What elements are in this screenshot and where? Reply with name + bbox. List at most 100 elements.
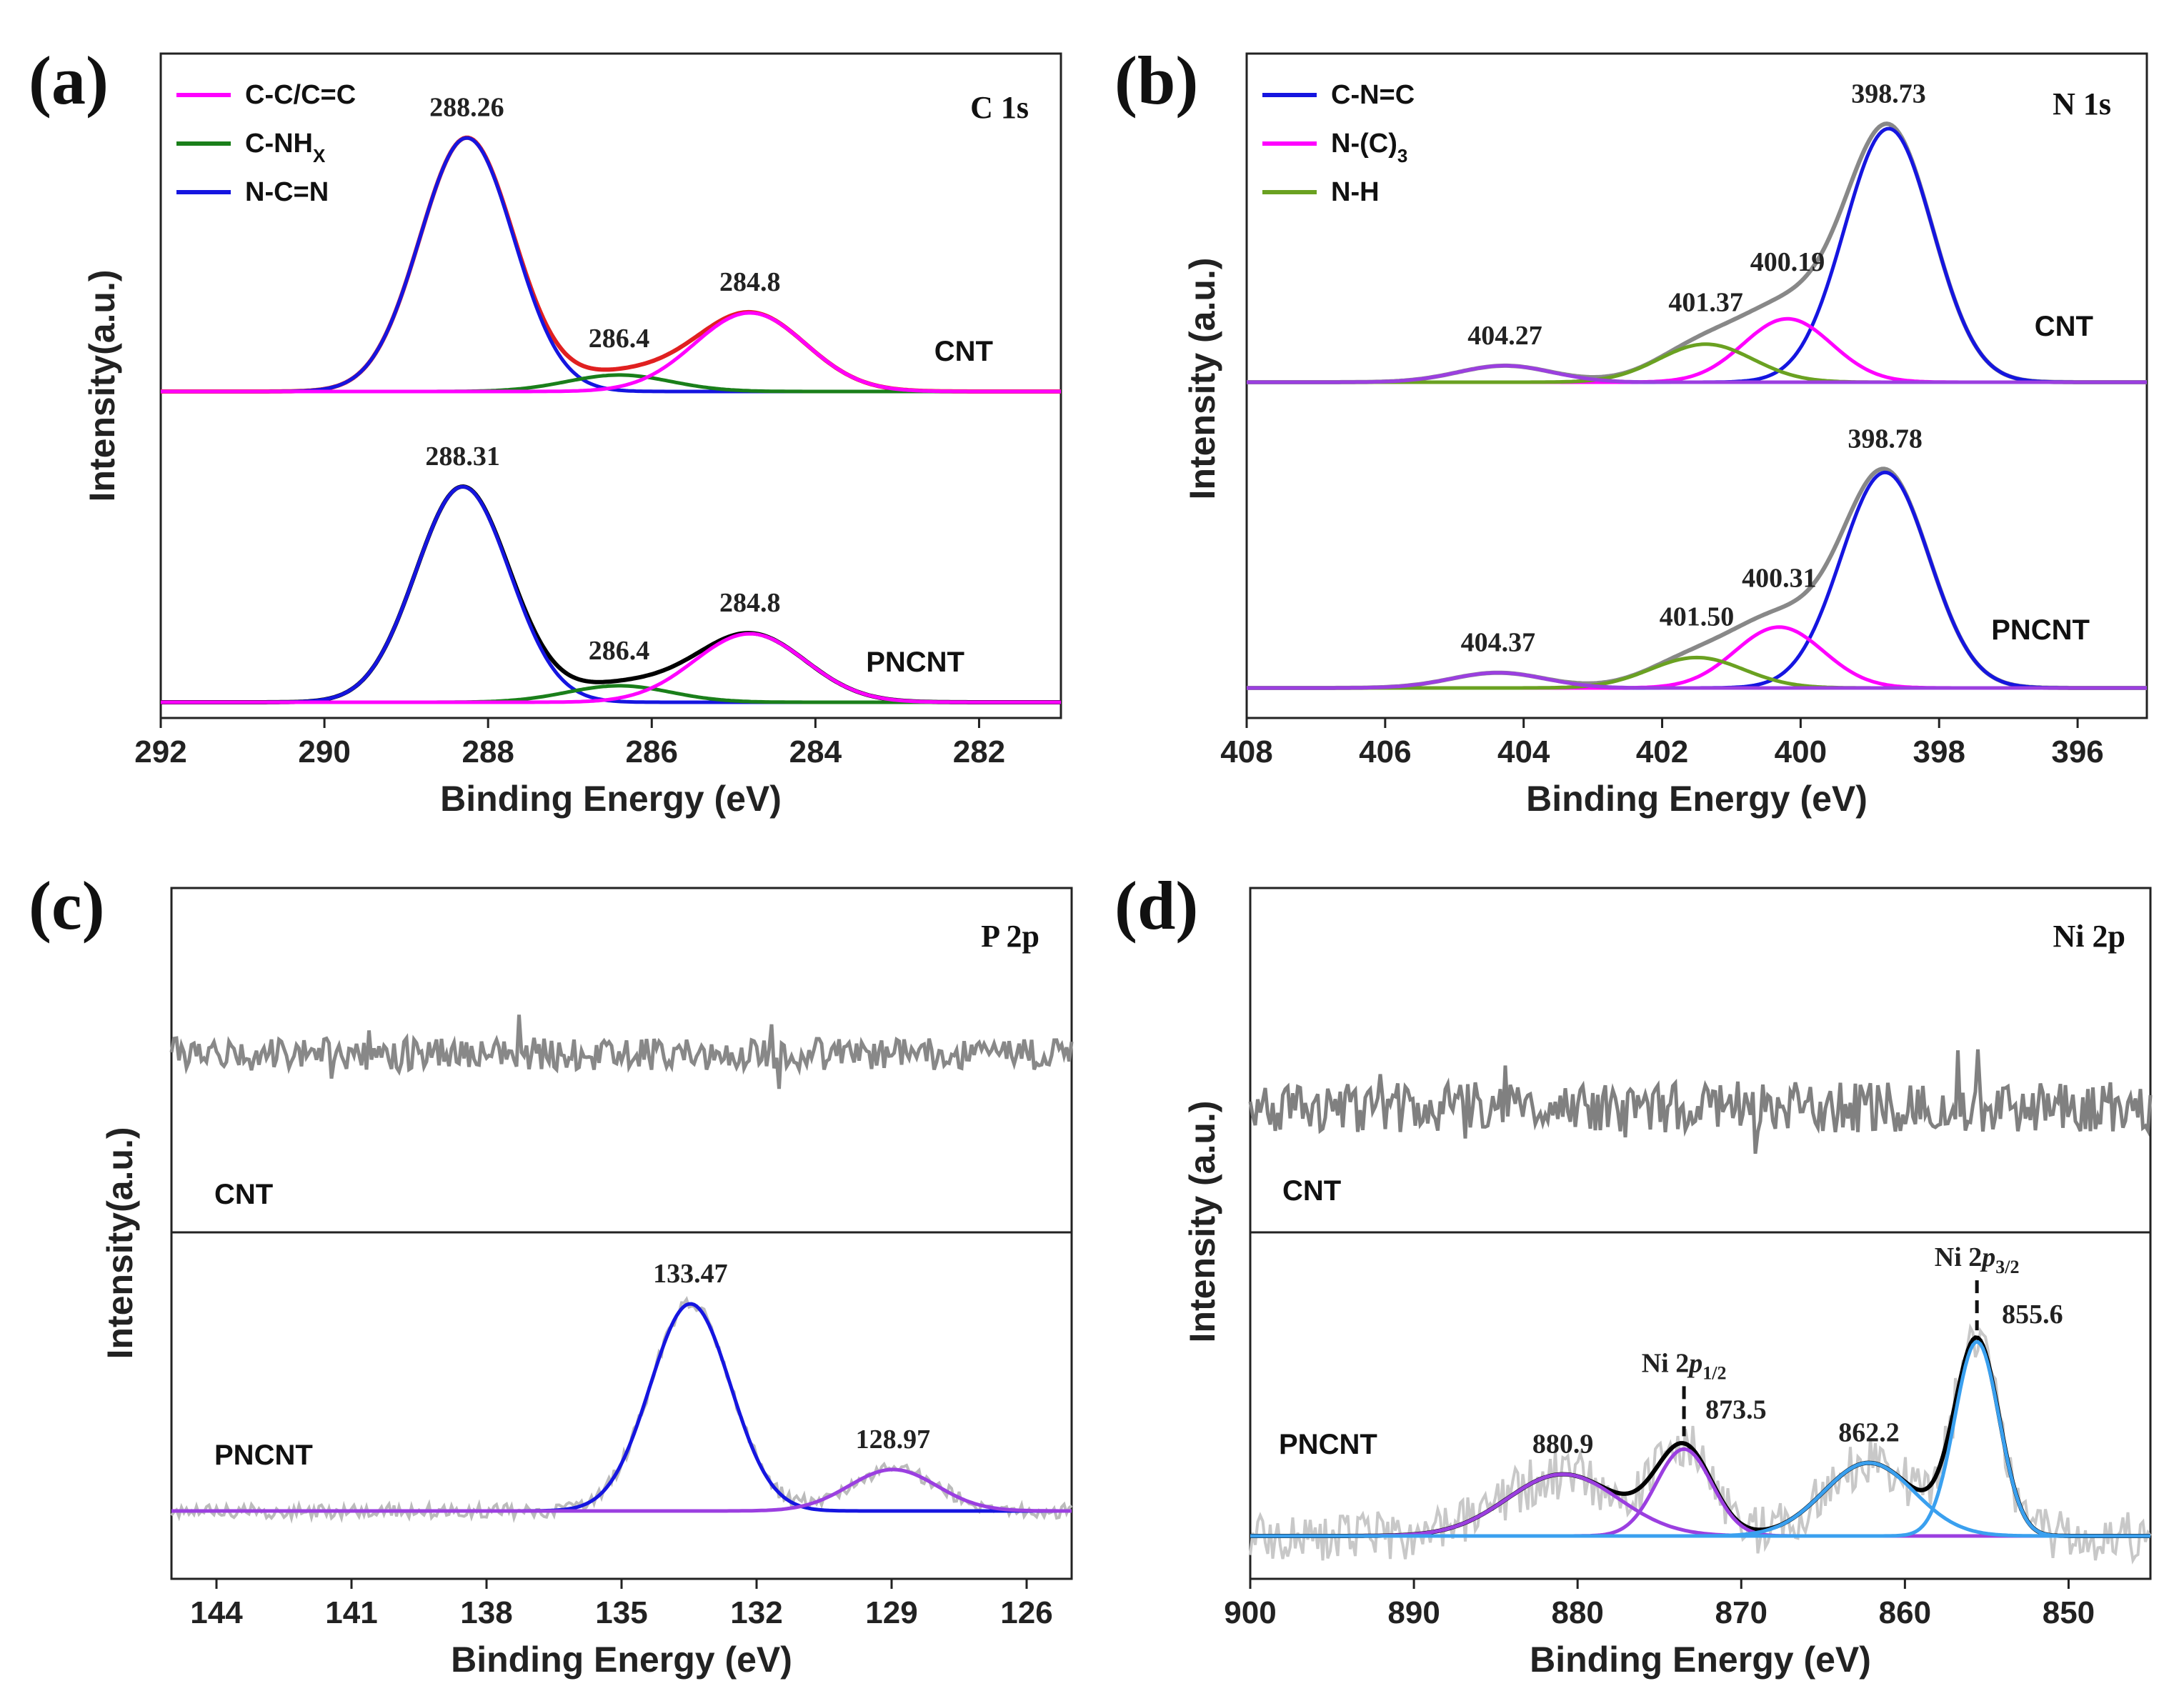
component-peak-line xyxy=(1247,316,2147,384)
component-peak-line xyxy=(1247,671,2147,690)
x-tick-label: 400 xyxy=(1775,734,1827,769)
series-cnt: CNT xyxy=(1248,1049,2153,1207)
x-axis-label: Binding Energy (eV) xyxy=(451,1640,792,1680)
legend: C-N=C N-(C)3 N-H xyxy=(1262,80,1415,207)
y-axis-label: Intensity(a.u.) xyxy=(82,269,122,502)
x-tick-label: 870 xyxy=(1715,1595,1767,1630)
orbital-annotation: Ni 2p1/2 xyxy=(1642,1348,1727,1383)
panel-letter: (d) xyxy=(1115,867,1198,944)
x-tick-label: 129 xyxy=(865,1595,917,1630)
peak-value-label: 401.37 xyxy=(1668,288,1743,318)
panel-letter: (c) xyxy=(29,867,105,944)
y-axis-label: Intensity (a.u.) xyxy=(1182,258,1222,500)
x-tick-label: 860 xyxy=(1879,1595,1931,1630)
panel-b: 408 406 404 402 400 398 396 Binding Energy (eV)… xyxy=(1115,42,2148,819)
x-tick-label: 132 xyxy=(730,1595,782,1630)
sample-label: CNT xyxy=(2035,311,2093,342)
legend: C-C/C=C C-NHX N-C=N xyxy=(176,80,356,207)
x-tick-label: 286 xyxy=(626,734,678,769)
panel-c: 144 141 138 135 132 129 126 Binding Energy (eV)… xyxy=(29,867,1074,1680)
x-tick-label: 880 xyxy=(1551,1595,1603,1630)
panel-a: 292 290 288 286 284 282 Binding Energy (eV) Int… xyxy=(29,42,1062,819)
core-level-label: C 1s xyxy=(970,90,1029,125)
peak-value-label: 873.5 xyxy=(1705,1395,1767,1425)
peak-value-label: 855.6 xyxy=(2002,1300,2063,1330)
peak-value-label: 133.47 xyxy=(653,1259,728,1289)
plot-frame xyxy=(159,52,1062,719)
x-tick-label: 404 xyxy=(1497,734,1550,769)
plot-frame xyxy=(1245,52,2148,719)
x-tick-label: 900 xyxy=(1224,1595,1276,1630)
legend-entry: C-NHX xyxy=(245,129,326,166)
component-peak-line xyxy=(161,632,1061,704)
x-tick-label: 288 xyxy=(462,734,514,769)
peak-value-label: 284.8 xyxy=(719,267,781,297)
x-axis-label: Binding Energy (eV) xyxy=(440,779,782,819)
peak-value-label: 286.4 xyxy=(589,636,650,666)
sample-label: CNT xyxy=(934,336,993,367)
series-pncnt: 288.31 286.4 284.8 PNCNT xyxy=(161,442,1061,704)
core-level-label: N 1s xyxy=(2053,86,2111,121)
x-tick-label: 406 xyxy=(1359,734,1411,769)
panel-letter: (a) xyxy=(29,42,109,119)
x-tick-label: 135 xyxy=(595,1595,647,1630)
sample-label: PNCNT xyxy=(1279,1429,1377,1460)
x-tick-label: 282 xyxy=(953,734,1005,769)
x-tick-label: 890 xyxy=(1387,1595,1440,1630)
peak-value-label: 401.50 xyxy=(1660,602,1735,632)
series-pncnt: 880.9 873.5 862.2 855.6 Ni 2p1/2 Ni 2p3/2 PNCN… xyxy=(1249,1242,2152,1565)
legend-entry: N-H xyxy=(1331,177,1380,207)
raw-spectrum-line xyxy=(1248,1049,2153,1154)
x-tick-label: 850 xyxy=(2043,1595,2095,1630)
panel-letter: (b) xyxy=(1115,42,1198,119)
core-level-label: P 2p xyxy=(981,919,1039,954)
y-axis-label: Intensity (a.u.) xyxy=(1182,1101,1222,1343)
x-tick-label: 396 xyxy=(2051,734,2103,769)
peak-value-label: 288.26 xyxy=(429,93,504,123)
component-peak-line xyxy=(1247,470,2147,690)
sample-label: PNCNT xyxy=(866,647,964,678)
peak-value-label: 400.31 xyxy=(1742,564,1817,594)
peak-value-label: 404.37 xyxy=(1461,628,1536,658)
x-tick-label: 126 xyxy=(1000,1595,1052,1630)
x-axis-label: Binding Energy (eV) xyxy=(1530,1640,1871,1680)
raw-spectrum-line xyxy=(169,1014,1074,1089)
x-tick-label: 292 xyxy=(134,734,186,769)
legend-entry: C-C/C=C xyxy=(245,80,356,110)
sample-label: CNT xyxy=(214,1179,273,1210)
core-level-label: Ni 2p xyxy=(2053,919,2125,954)
y-axis-label: Intensity(a.u.) xyxy=(100,1127,140,1359)
component-peak-line xyxy=(161,311,1061,394)
x-tick-label: 408 xyxy=(1220,734,1272,769)
x-tick-label: 138 xyxy=(460,1595,512,1630)
x-tick-label: 398 xyxy=(1913,734,1965,769)
peak-value-label: 400.19 xyxy=(1750,247,1825,277)
peak-value-label: 404.27 xyxy=(1467,321,1542,351)
x-tick-label: 144 xyxy=(190,1595,243,1630)
peak-value-label: 880.9 xyxy=(1532,1430,1594,1460)
series-pncnt: 133.47 128.97 PNCNT xyxy=(170,1259,1073,1524)
component-peak-line xyxy=(171,1467,1072,1513)
legend-entry: N-C=N xyxy=(245,177,329,207)
series-cnt: CNT xyxy=(169,1014,1074,1210)
sample-label: CNT xyxy=(1282,1175,1341,1207)
orbital-annotation: Ni 2p3/2 xyxy=(1935,1242,2020,1277)
x-tick-label: 141 xyxy=(325,1595,377,1630)
x-tick-label: 284 xyxy=(789,734,842,769)
sample-label: PNCNT xyxy=(1991,614,2090,646)
x-tick-label: 290 xyxy=(298,734,350,769)
peak-value-label: 286.4 xyxy=(589,324,650,354)
peak-value-label: 288.31 xyxy=(425,442,500,472)
peak-value-label: 398.73 xyxy=(1851,79,1926,109)
component-peak-line xyxy=(1247,364,2147,384)
peak-value-label: 128.97 xyxy=(856,1425,931,1455)
sample-label: PNCNT xyxy=(214,1440,313,1471)
panel-d: 900 890 880 870 860 850 Binding Energy (eV) Int… xyxy=(1115,867,2153,1680)
component-peak-line xyxy=(1250,1340,2150,1538)
legend-entry: N-(C)3 xyxy=(1331,129,1407,166)
peak-value-label: 284.8 xyxy=(719,588,781,618)
peak-value-label: 398.78 xyxy=(1848,424,1923,454)
